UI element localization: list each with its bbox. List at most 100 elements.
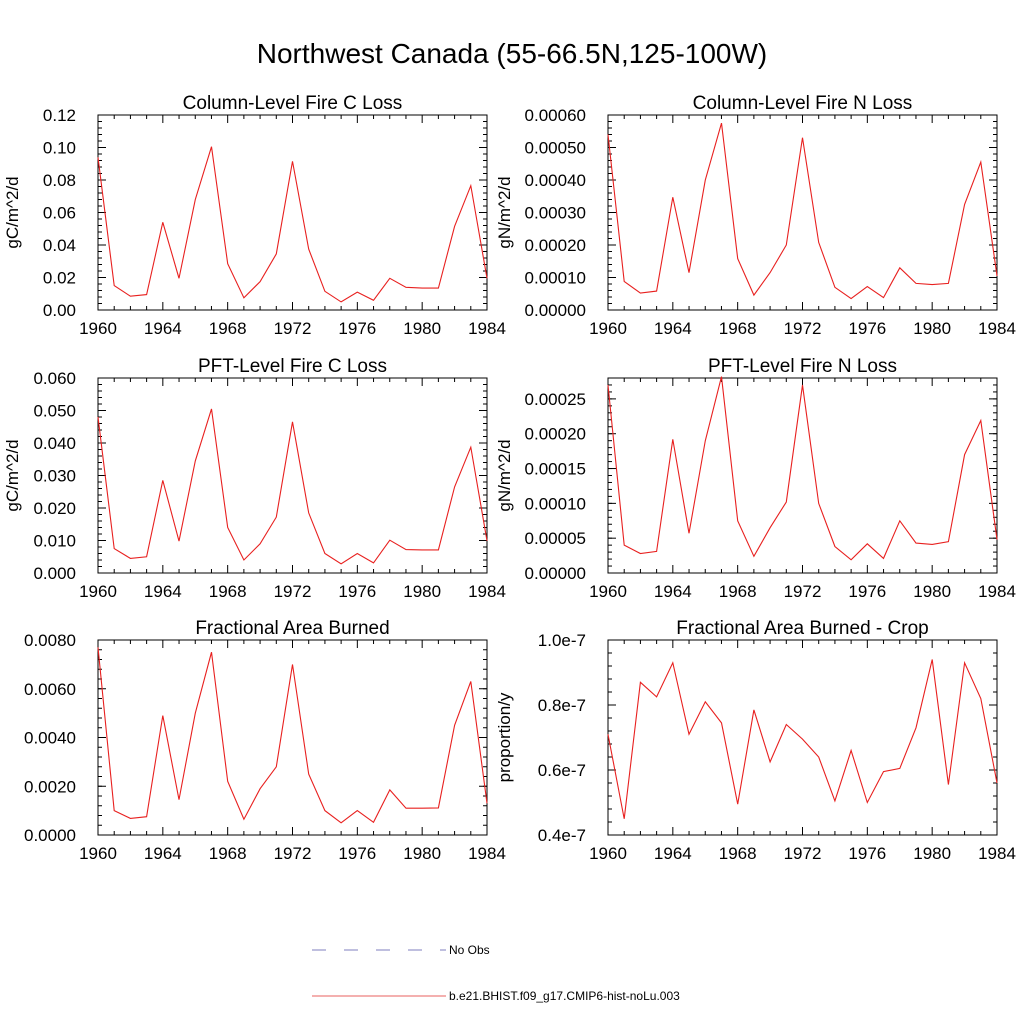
y-tick-label: 0.010 [33,532,76,551]
x-tick-label: 1960 [589,582,627,601]
plot-frame [607,639,998,836]
x-tick-label: 1976 [848,319,886,338]
plot-frame [97,377,488,574]
x-tick-label: 1964 [144,844,182,863]
x-tick-label: 1960 [79,844,117,863]
y-axis-label: gC/m^2/d [3,176,22,248]
y-tick-label: 0.00010 [525,269,586,288]
chart-panel-1: Column-Level Fire C Loss 1960 1964 1968 1972… [3,93,506,338]
y-axis-label: proportion/y [495,692,514,782]
x-tick-label: 1972 [784,319,822,338]
figure-title: Northwest Canada (55-66.5N,125-100W) [256,38,768,69]
y-tick-label: 0.030 [33,467,76,486]
y-tick-label: 0.6e-7 [538,761,586,780]
y-tick-label: 0.00 [43,301,76,320]
x-tick-label: 1968 [719,582,757,601]
panel-title: PFT-Level Fire N Loss [708,356,897,377]
x-tick-label: 1976 [338,844,376,863]
series-line [607,376,998,561]
y-tick-label: 0.000 [33,564,76,583]
y-tick-label: 0.02 [43,269,76,288]
series-line [607,659,998,819]
y-tick-label: 0.00005 [525,529,586,548]
x-tick-label: 1964 [144,582,182,601]
x-tick-label: 1972 [274,319,312,338]
x-tick-label: 1972 [784,844,822,863]
x-tick-label: 1968 [719,844,757,863]
x-tick-label: 1984 [468,319,506,338]
x-tick-label: 1980 [403,844,441,863]
y-tick-label: 0.00025 [525,390,586,409]
y-tick-label: 0.00040 [525,171,586,190]
y-axis-label: gN/m^2/d [495,176,514,248]
x-tick-label: 1964 [654,582,692,601]
x-tick-label: 1976 [848,844,886,863]
x-tick-label: 1972 [274,844,312,863]
y-tick-label: 0.00010 [525,494,586,513]
y-tick-label: 0.12 [43,106,76,125]
x-tick-label: 1968 [209,582,247,601]
series-line [97,146,488,303]
y-tick-label: 0.00020 [525,425,586,444]
x-tick-label: 1968 [209,319,247,338]
plot-frame [97,114,488,311]
x-tick-label: 1972 [274,582,312,601]
x-tick-label: 1976 [848,582,886,601]
chart-panel-5: Fractional Area Burned 1960 1964 1968 1972 19… [24,618,506,863]
y-tick-label: 0.04 [43,236,76,255]
series-line [607,122,998,300]
legend: No Obs b.e21.BHIST.f09_g17.CMIP6-hist-noL… [312,943,680,1003]
x-tick-label: 1964 [144,319,182,338]
plot-frame [607,114,998,311]
x-tick-label: 1984 [468,582,506,601]
x-tick-label: 1960 [589,319,627,338]
y-tick-label: 0.060 [33,369,76,388]
x-tick-label: 1984 [978,582,1016,601]
panel-title: Column-Level Fire C Loss [183,93,403,114]
x-tick-label: 1972 [784,582,822,601]
y-tick-label: 0.040 [33,434,76,453]
y-tick-label: 0.4e-7 [538,826,586,845]
y-tick-label: 0.0020 [24,777,76,796]
y-tick-label: 0.0080 [24,631,76,650]
x-tick-label: 1980 [403,319,441,338]
panel-title: Fractional Area Burned - Crop [676,618,928,639]
x-tick-label: 1980 [913,844,951,863]
y-tick-label: 0.00015 [525,460,586,479]
y-tick-label: 0.8e-7 [538,696,586,715]
y-tick-label: 0.00050 [525,139,586,158]
y-tick-label: 0.020 [33,499,76,518]
x-tick-label: 1968 [719,319,757,338]
y-axis-label: gC/m^2/d [3,439,22,511]
x-tick-label: 1960 [79,582,117,601]
x-tick-label: 1984 [978,319,1016,338]
y-tick-label: 0.00000 [525,564,586,583]
y-tick-label: 0.0060 [24,680,76,699]
y-tick-label: 0.08 [43,171,76,190]
x-tick-label: 1984 [978,844,1016,863]
legend-label-no-obs: No Obs [449,943,490,957]
y-tick-label: 0.00030 [525,204,586,223]
y-tick-label: 1.0e-7 [538,631,586,650]
x-tick-label: 1980 [913,582,951,601]
x-tick-label: 1964 [654,319,692,338]
y-tick-label: 0.050 [33,402,76,421]
chart-panel-2: Column-Level Fire N Loss 1960 1964 1968 1972… [495,93,1016,338]
chart-panel-6: Fractional Area Burned - Crop 1960 1964 196… [495,618,1016,863]
chart-panel-3: PFT-Level Fire C Loss 1960 1964 1968 1972 197… [3,356,506,601]
legend-label-model: b.e21.BHIST.f09_g17.CMIP6-hist-noLu.003 [449,989,680,1003]
series-line [97,647,488,824]
x-tick-label: 1968 [209,844,247,863]
y-tick-label: 0.00020 [525,236,586,255]
x-tick-label: 1980 [913,319,951,338]
y-tick-label: 0.0000 [24,826,76,845]
x-tick-label: 1976 [338,582,376,601]
y-tick-label: 0.00000 [525,301,586,320]
x-tick-label: 1964 [654,844,692,863]
y-axis-label: gN/m^2/d [495,439,514,511]
x-tick-label: 1980 [403,582,441,601]
x-tick-label: 1976 [338,319,376,338]
x-tick-label: 1984 [468,844,506,863]
panel-title: Column-Level Fire N Loss [693,93,913,114]
y-tick-label: 0.00060 [525,106,586,125]
